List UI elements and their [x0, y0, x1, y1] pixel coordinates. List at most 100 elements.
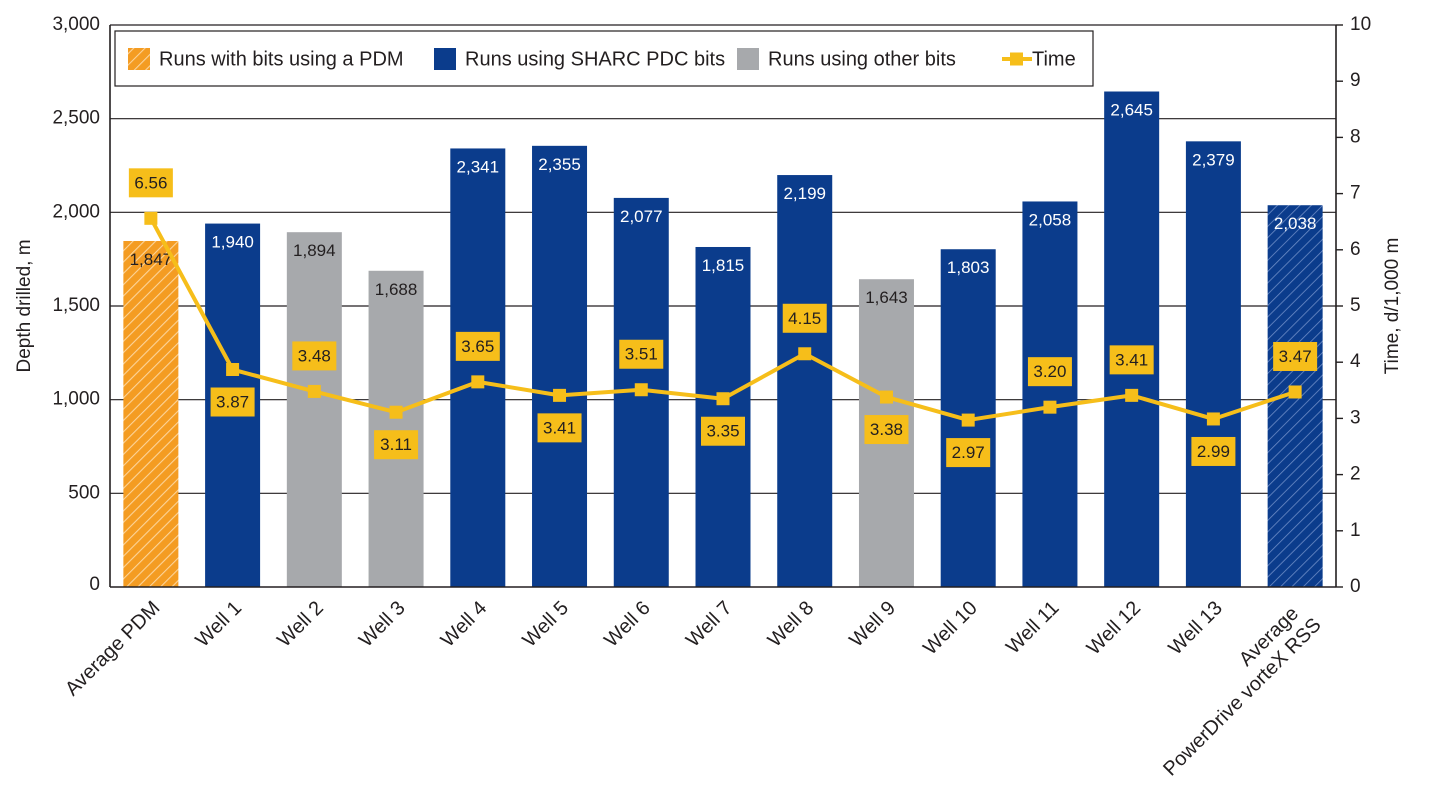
bar [1104, 91, 1160, 588]
time-value-label: 3.41 [543, 418, 576, 437]
y2-tick-label: 3 [1350, 407, 1361, 428]
time-label-box [1027, 357, 1072, 387]
category-label-line: Well 7 [682, 597, 737, 652]
bar [368, 270, 424, 587]
time-marker [144, 211, 158, 225]
bar-value-label: 1,643 [865, 288, 908, 307]
time-marker [226, 363, 240, 377]
category-label: Well 12 [1083, 597, 1145, 659]
category-label: AveragePowerDrive vorteX RSS [1142, 597, 1325, 780]
legend-swatch-time-marker [1010, 52, 1023, 66]
category-label: Well 10 [919, 597, 981, 659]
y2-tick-label: 1 [1350, 520, 1361, 541]
time-label-box [128, 168, 173, 198]
time-value-label: 6.56 [134, 173, 167, 192]
legend-box [114, 30, 1094, 87]
y2-tick-label: 5 [1350, 295, 1361, 316]
category-label-line: Well 12 [1083, 597, 1145, 659]
category-label: Well 1 [192, 597, 247, 652]
y-tick-label: 500 [68, 482, 100, 503]
time-value-label: 2.97 [952, 443, 985, 462]
time-marker [634, 383, 648, 397]
y-tick-label: 1,000 [52, 389, 100, 410]
bar-value-label: 2,199 [783, 184, 826, 203]
time-value-label: 4.15 [788, 309, 821, 328]
time-label-box [1109, 345, 1154, 375]
legend-swatch [737, 48, 759, 70]
category-label: Well 5 [518, 597, 573, 652]
time-marker [389, 405, 403, 419]
category-label-line: Well 8 [764, 597, 819, 652]
category-label: Well 7 [682, 597, 737, 652]
category-label: Well 3 [355, 597, 410, 652]
category-label-line: Well 1 [192, 597, 247, 652]
time-value-label: 3.41 [1115, 350, 1148, 369]
time-marker [716, 392, 730, 406]
y2-tick-label: 0 [1350, 576, 1361, 597]
legend-label: Runs using other bits [768, 48, 956, 70]
time-marker [961, 413, 975, 427]
legend: Runs with bits using a PDM Runs using SHA… [114, 30, 1094, 87]
bar [1185, 141, 1241, 588]
category-label-line: Well 11 [1002, 597, 1063, 658]
legend-swatch [434, 48, 456, 70]
time-value-label: 3.35 [706, 422, 739, 441]
time-label-box [701, 416, 745, 446]
bar-value-label: 1,940 [211, 233, 254, 252]
category-label: Well 4 [437, 597, 492, 652]
bar [123, 240, 179, 587]
bar-value-label: 2,058 [1029, 210, 1072, 229]
category-label-line: Well 10 [919, 597, 981, 659]
time-label-box [292, 341, 337, 371]
y-tick-label: 2,500 [52, 108, 100, 129]
bar [286, 232, 342, 587]
category-label: Average PDM [61, 597, 164, 700]
category-label: Well 8 [764, 597, 819, 652]
time-label-box [210, 387, 255, 417]
y-tick-label: 3,000 [52, 14, 100, 35]
bar-value-label: 1,894 [293, 241, 336, 260]
time-value-label: 3.11 [380, 435, 412, 454]
time-label-box [1273, 341, 1318, 371]
category-label-line: Well 9 [845, 597, 900, 652]
category-label-line: Average PDM [61, 597, 164, 700]
time-value-label: 2.99 [1197, 442, 1230, 461]
bar-value-label: 2,355 [538, 155, 581, 174]
time-marker [1288, 385, 1302, 399]
time-label-box [455, 331, 500, 361]
bar-value-label: 2,645 [1110, 101, 1153, 120]
time-label-box [619, 339, 664, 369]
bar [1022, 201, 1078, 587]
y2-axis-title: Time, d/1,000 m [1382, 238, 1403, 375]
time-marker [1125, 388, 1139, 402]
bar [777, 175, 833, 587]
y2-tick-label: 7 [1350, 183, 1361, 204]
y2-tick-label: 4 [1350, 351, 1361, 372]
category-label: Well 6 [600, 597, 655, 652]
time-marker [471, 375, 485, 389]
y2-tick-label: 2 [1350, 464, 1361, 485]
time-line-series: 6.56 3.87 3.48 3.11 3.65 3.41 3.51 3.35 4.15 3.38… [128, 168, 1318, 468]
category-label-line: Well 6 [600, 597, 655, 652]
bar-value-label: 2,038 [1274, 214, 1317, 233]
legend-swatch [128, 48, 150, 70]
category-label: Well 2 [273, 597, 328, 652]
y2-tick-label: 6 [1350, 239, 1361, 260]
time-label-box [537, 413, 582, 443]
bar-value-label: 1,815 [702, 256, 745, 275]
time-value-label: 3.51 [625, 345, 658, 364]
time-label-box [864, 415, 909, 445]
bar-value-label: 1,847 [130, 250, 173, 269]
time-marker [1043, 400, 1057, 414]
time-value-label: 3.38 [870, 420, 903, 439]
category-label-line: Well 5 [518, 597, 573, 652]
time-value-label: 3.47 [1279, 347, 1312, 366]
bar-value-label: 1,803 [947, 258, 990, 277]
time-value-label: 3.20 [1033, 362, 1066, 381]
y2-tick-label: 8 [1350, 126, 1361, 147]
legend-label: Runs with bits using a PDM [159, 48, 404, 70]
bar-value-label: 2,379 [1192, 150, 1235, 169]
y-tick-label: 0 [89, 574, 100, 595]
y2-tick-label: 10 [1350, 14, 1371, 35]
category-label: Well 9 [845, 597, 900, 652]
